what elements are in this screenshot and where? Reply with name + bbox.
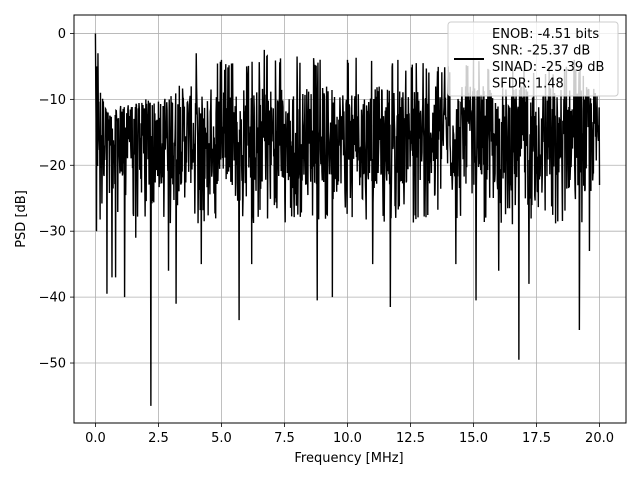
x-tick-label: 7.5 — [274, 431, 295, 446]
x-axis-label: Frequency [MHz] — [294, 451, 403, 466]
x-tick-label: 15.0 — [459, 431, 488, 446]
y-tick-label: 0 — [58, 27, 66, 42]
axis-ticks: 0.0 2.5 5.0 7.5 10.0 12.5 15.0 17.5 20.0 0 −10 −20 −… — [39, 27, 614, 446]
y-tick-label: −20 — [39, 159, 66, 174]
x-tick-label: 10.0 — [333, 431, 362, 446]
legend-label-line: SNR: -25.37 dB — [492, 44, 590, 59]
legend-label-line: SINAD: -25.39 dB — [492, 60, 604, 75]
y-tick-label: −30 — [39, 225, 66, 240]
y-axis-label: PSD [dB] — [14, 190, 29, 248]
x-tick-label: 20.0 — [585, 431, 614, 446]
x-tick-label: 5.0 — [211, 431, 232, 446]
x-tick-label: 12.5 — [396, 431, 425, 446]
legend-box — [447, 21, 619, 97]
plot-frame — [73, 14, 627, 424]
legend-label-line: SFDR: 1.48 — [492, 77, 564, 92]
legend-label-line: ENOB: -4.51 bits — [492, 27, 599, 42]
x-tick-label: 0.0 — [85, 431, 106, 446]
x-tick-label: 17.5 — [522, 431, 551, 446]
y-tick-label: −10 — [39, 93, 66, 108]
y-tick-label: −40 — [39, 291, 66, 306]
legend: ENOB: -4.51 bits SNR: -25.37 dB SINAD: -25… — [447, 21, 619, 97]
psd-series-line — [94, 33, 601, 406]
series-layer — [94, 33, 601, 406]
legend-label: ENOB: -4.51 bits SNR: -25.37 dB SINAD: -25… — [492, 27, 604, 92]
x-tick-label: 2.5 — [148, 431, 169, 446]
y-tick-label: −50 — [39, 357, 66, 372]
